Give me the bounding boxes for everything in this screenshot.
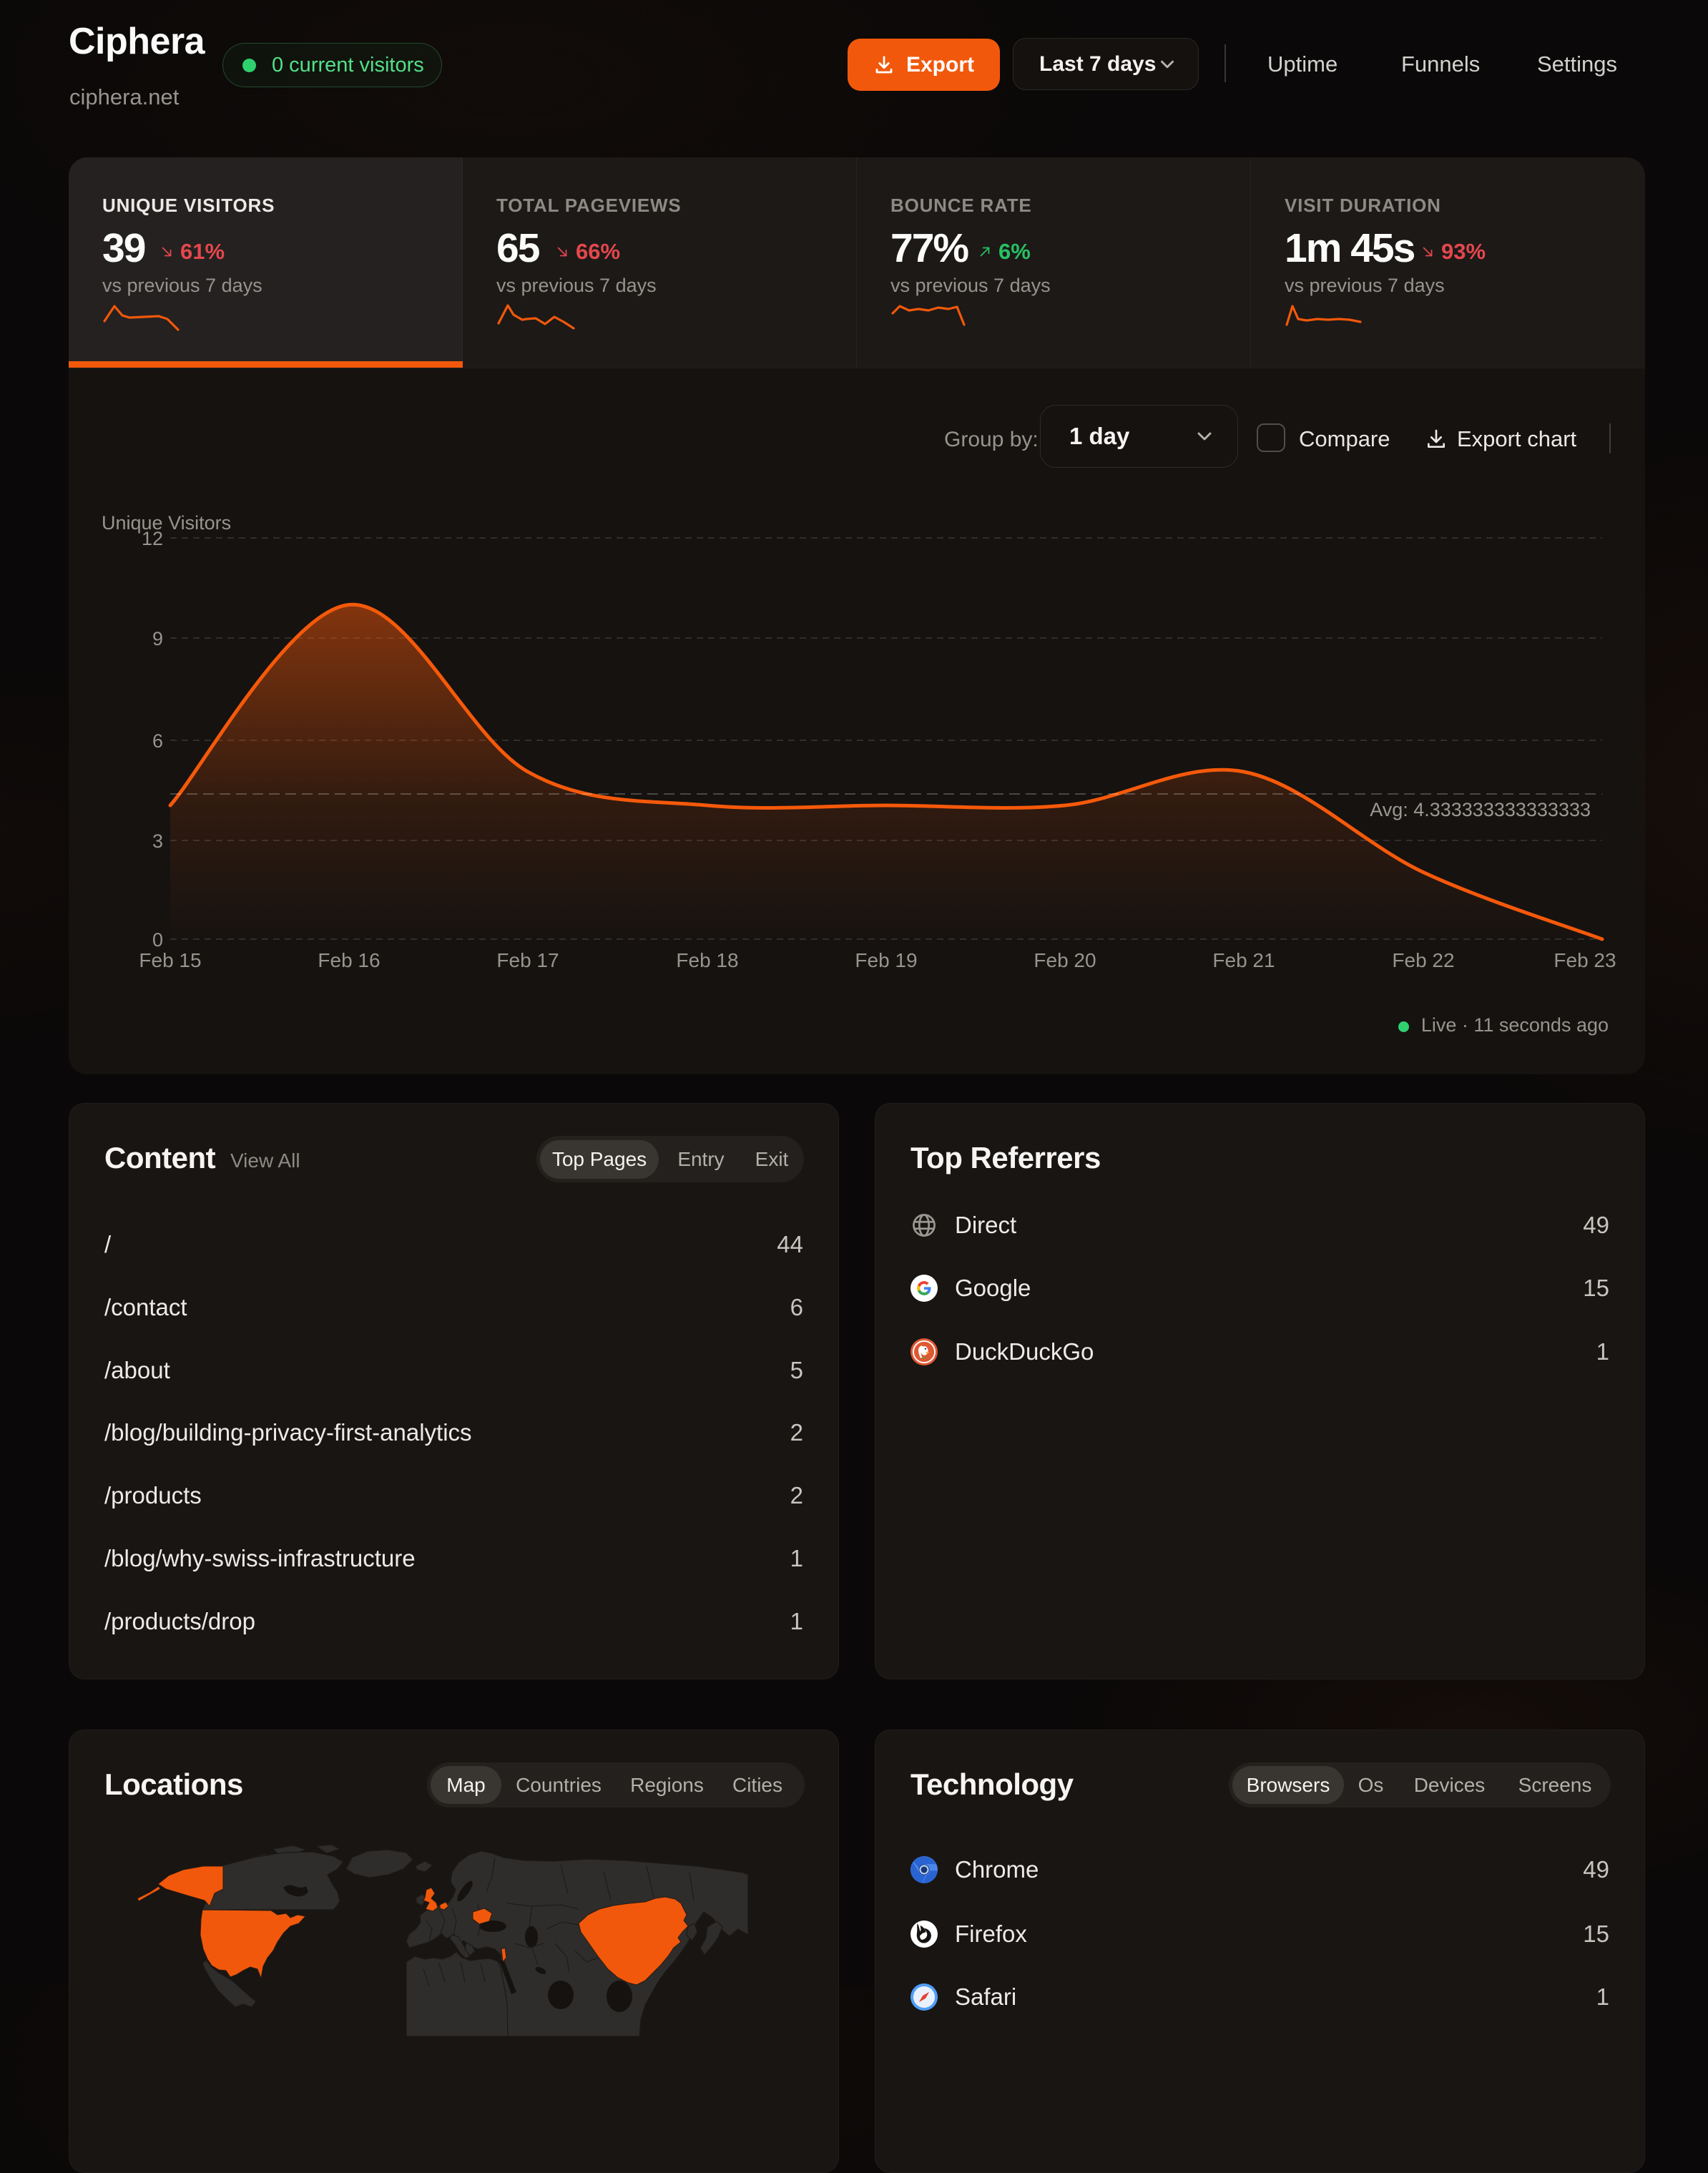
svg-text:9: 9 — [152, 628, 163, 649]
svg-text:0: 0 — [152, 929, 163, 951]
svg-text:3: 3 — [152, 830, 163, 852]
svg-text:Feb 16: Feb 16 — [318, 949, 380, 971]
svg-text:Feb 23: Feb 23 — [1554, 949, 1616, 971]
svg-text:Feb 21: Feb 21 — [1212, 949, 1275, 971]
svg-text:Avg: 4.333333333333333: Avg: 4.333333333333333 — [1370, 799, 1591, 820]
svg-text:12: 12 — [142, 528, 163, 549]
svg-text:Feb 22: Feb 22 — [1392, 949, 1454, 971]
svg-text:Feb 17: Feb 17 — [496, 949, 559, 971]
svg-text:Feb 20: Feb 20 — [1034, 949, 1096, 971]
svg-text:Feb 19: Feb 19 — [855, 949, 917, 971]
svg-text:Feb 18: Feb 18 — [676, 949, 738, 971]
svg-text:Feb 15: Feb 15 — [139, 949, 201, 971]
svg-text:6: 6 — [152, 730, 163, 752]
